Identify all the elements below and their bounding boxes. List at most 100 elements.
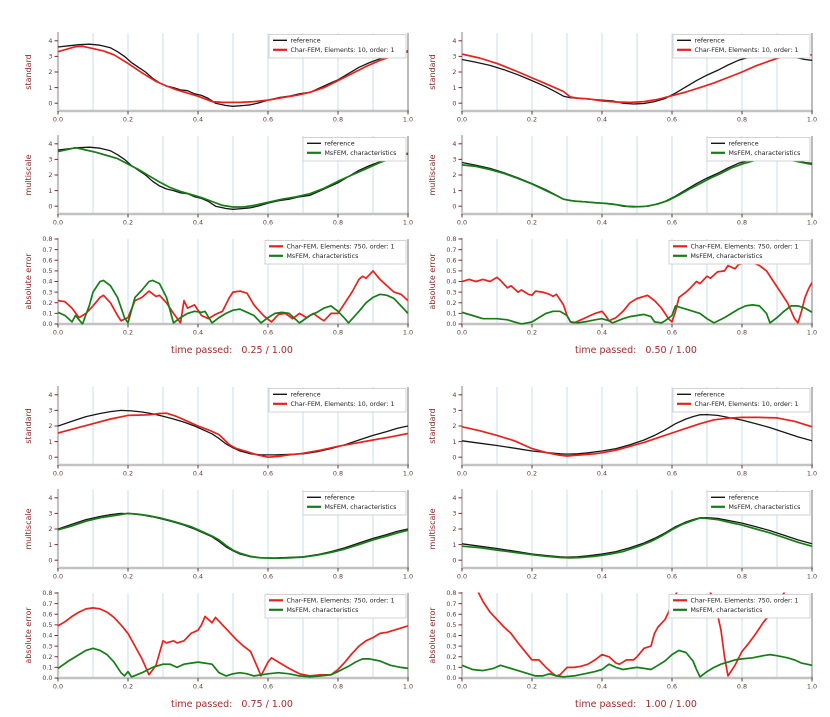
y-tick-label: 0.5 bbox=[446, 621, 456, 629]
x-tick-label: 0.2 bbox=[123, 219, 133, 227]
x-tick-label: 0.8 bbox=[333, 116, 343, 124]
y-tick-label: 3 bbox=[452, 407, 456, 415]
y-tick-label: 2 bbox=[48, 171, 52, 179]
chart-multiscale-t1.00: 0 1 2 3 4 0.0 0.2 0.4 0.6 0.8 1.0 multiscale referen… bbox=[426, 485, 818, 585]
x-tick-label: 0.2 bbox=[527, 683, 537, 691]
y-axis-label: multiscale bbox=[24, 508, 33, 549]
x-tick-label: 0.2 bbox=[527, 219, 537, 227]
x-tick-label: 0.8 bbox=[333, 219, 343, 227]
x-tick-label: 0.6 bbox=[667, 219, 677, 227]
chart-multiscale-t0.50: 0 1 2 3 4 0.0 0.2 0.4 0.6 0.8 1.0 multiscale referen… bbox=[426, 131, 818, 231]
legend-label: Char-FEM, Elements: 750, order: 1 bbox=[287, 244, 395, 251]
x-tick-label: 0.0 bbox=[457, 683, 467, 691]
y-tick-label: 4 bbox=[48, 140, 52, 148]
x-tick-label: 0.6 bbox=[667, 683, 677, 691]
x-tick-label: 0.0 bbox=[53, 329, 63, 337]
series-msfem-line bbox=[58, 146, 408, 208]
legend-label: Char-FEM, Elements: 10, order: 1 bbox=[291, 401, 395, 408]
y-tick-label: 0.1 bbox=[446, 664, 456, 672]
y-tick-label: 0.6 bbox=[42, 256, 52, 264]
series-msfem-line bbox=[462, 304, 812, 325]
y-tick-label: 0.4 bbox=[446, 632, 456, 640]
legend-label: MsFEM, characteristics bbox=[729, 150, 801, 157]
y-tick-label: 0.4 bbox=[42, 632, 52, 640]
y-tick-label: 0.7 bbox=[446, 600, 456, 608]
legend-label: reference bbox=[325, 141, 355, 148]
figure-canvas: 0 1 2 3 4 0.0 0.2 0.4 0.6 0.8 1.0 standard reference… bbox=[22, 28, 818, 710]
y-tick-label: 0 bbox=[48, 453, 52, 461]
y-tick-label: 3 bbox=[48, 53, 52, 61]
chart-error-t0.75: 0.0 0.1 0.2 0.3 0.4 0.5 0.6 0.7 0.8 0.0 0.2 0.4 0.6 0… bbox=[22, 588, 414, 695]
chart-multiscale-t0.75: 0 1 2 3 4 0.0 0.2 0.4 0.6 0.8 1.0 multiscale referen… bbox=[22, 485, 414, 585]
y-tick-label: 0.4 bbox=[446, 278, 456, 286]
legend-box bbox=[672, 34, 811, 59]
panel-t0.25: 0 1 2 3 4 0.0 0.2 0.4 0.6 0.8 1.0 standard reference… bbox=[22, 28, 414, 356]
legend-box bbox=[672, 388, 811, 413]
x-tick-label: 0.6 bbox=[667, 329, 677, 337]
legend-label: MsFEM, characteristics bbox=[287, 253, 359, 260]
series-char_fem-line bbox=[477, 592, 786, 677]
y-tick-label: 2 bbox=[48, 525, 52, 533]
x-tick-label: 0.6 bbox=[263, 470, 273, 478]
y-tick-label: 0.0 bbox=[446, 674, 456, 682]
y-tick-label: 4 bbox=[452, 391, 456, 399]
legend: reference Char-FEM, Elements: 10, order: … bbox=[268, 34, 407, 59]
x-tick-label: 1.0 bbox=[807, 573, 817, 581]
y-tick-label: 0.8 bbox=[446, 235, 456, 243]
x-tick-label: 1.0 bbox=[807, 116, 817, 124]
chart-svg-multiscale: 0 1 2 3 4 0.0 0.2 0.4 0.6 0.8 1.0 multiscale referen… bbox=[24, 135, 413, 227]
legend-box bbox=[706, 137, 811, 162]
legend-label: reference bbox=[729, 495, 759, 502]
y-tick-label: 2 bbox=[452, 422, 456, 430]
y-tick-label: 0.3 bbox=[42, 642, 52, 650]
y-axis-label: multiscale bbox=[24, 154, 33, 195]
time-passed-caption: time passed: 0.25 / 1.00 bbox=[171, 345, 293, 356]
x-tick-label: 0.8 bbox=[737, 470, 747, 478]
legend-label: reference bbox=[695, 38, 725, 45]
x-tick-label: 0.0 bbox=[53, 573, 63, 581]
chart-svg-multiscale: 0 1 2 3 4 0.0 0.2 0.4 0.6 0.8 1.0 multiscale referen… bbox=[428, 489, 817, 581]
panel-t0.50: 0 1 2 3 4 0.0 0.2 0.4 0.6 0.8 1.0 standard reference… bbox=[426, 28, 818, 356]
y-tick-label: 1 bbox=[48, 541, 52, 549]
y-axis-label: multiscale bbox=[428, 154, 437, 195]
x-tick-label: 0.6 bbox=[263, 329, 273, 337]
y-tick-label: 0.2 bbox=[42, 653, 52, 661]
series-msfem-line bbox=[462, 649, 812, 678]
y-tick-label: 3 bbox=[452, 53, 456, 61]
panel-t1.00: 0 1 2 3 4 0.0 0.2 0.4 0.6 0.8 1.0 standard reference… bbox=[426, 382, 818, 710]
chart-multiscale-t0.25: 0 1 2 3 4 0.0 0.2 0.4 0.6 0.8 1.0 multiscale referen… bbox=[22, 131, 414, 231]
y-axis-label: absolute error bbox=[24, 253, 33, 310]
chart-error-t1.00: 0.0 0.1 0.2 0.3 0.4 0.5 0.6 0.7 0.8 0.0 0.2 0.4 0.6 0… bbox=[426, 588, 818, 695]
legend-label: Char-FEM, Elements: 10, order: 1 bbox=[695, 47, 799, 54]
x-tick-label: 0.8 bbox=[737, 329, 747, 337]
legend: reference Char-FEM, Elements: 10, order: … bbox=[268, 388, 407, 413]
legend-box bbox=[302, 491, 407, 516]
series-msfem-line bbox=[58, 647, 408, 678]
x-tick-label: 0.4 bbox=[193, 683, 203, 691]
series-char_fem-line bbox=[58, 607, 408, 677]
y-tick-label: 1 bbox=[452, 541, 456, 549]
y-tick-label: 0.3 bbox=[446, 642, 456, 650]
legend: Char-FEM, Elements: 750, order: 1 MsFEM, … bbox=[668, 594, 811, 619]
x-tick-label: 1.0 bbox=[403, 116, 413, 124]
x-tick-label: 0.0 bbox=[457, 573, 467, 581]
legend-label: MsFEM, characteristics bbox=[729, 504, 801, 511]
x-tick-label: 0.4 bbox=[597, 573, 607, 581]
x-tick-label: 0.2 bbox=[123, 683, 133, 691]
x-tick-label: 0.4 bbox=[597, 116, 607, 124]
series-reference-line bbox=[58, 146, 408, 210]
y-axis-label: standard bbox=[24, 408, 33, 443]
y-tick-label: 0 bbox=[48, 202, 52, 210]
y-tick-label: 1 bbox=[48, 438, 52, 446]
x-tick-label: 0.4 bbox=[193, 470, 203, 478]
x-tick-label: 0.8 bbox=[737, 683, 747, 691]
x-tick-label: 0.8 bbox=[333, 573, 343, 581]
y-tick-label: 0 bbox=[48, 99, 52, 107]
legend-label: Char-FEM, Elements: 10, order: 1 bbox=[695, 401, 799, 408]
y-tick-label: 0 bbox=[452, 202, 456, 210]
x-tick-label: 0.6 bbox=[667, 573, 677, 581]
legend-label: MsFEM, characteristics bbox=[325, 150, 397, 157]
x-tick-label: 0.4 bbox=[597, 219, 607, 227]
y-tick-label: 3 bbox=[48, 407, 52, 415]
series-char_fem-line bbox=[58, 45, 408, 104]
